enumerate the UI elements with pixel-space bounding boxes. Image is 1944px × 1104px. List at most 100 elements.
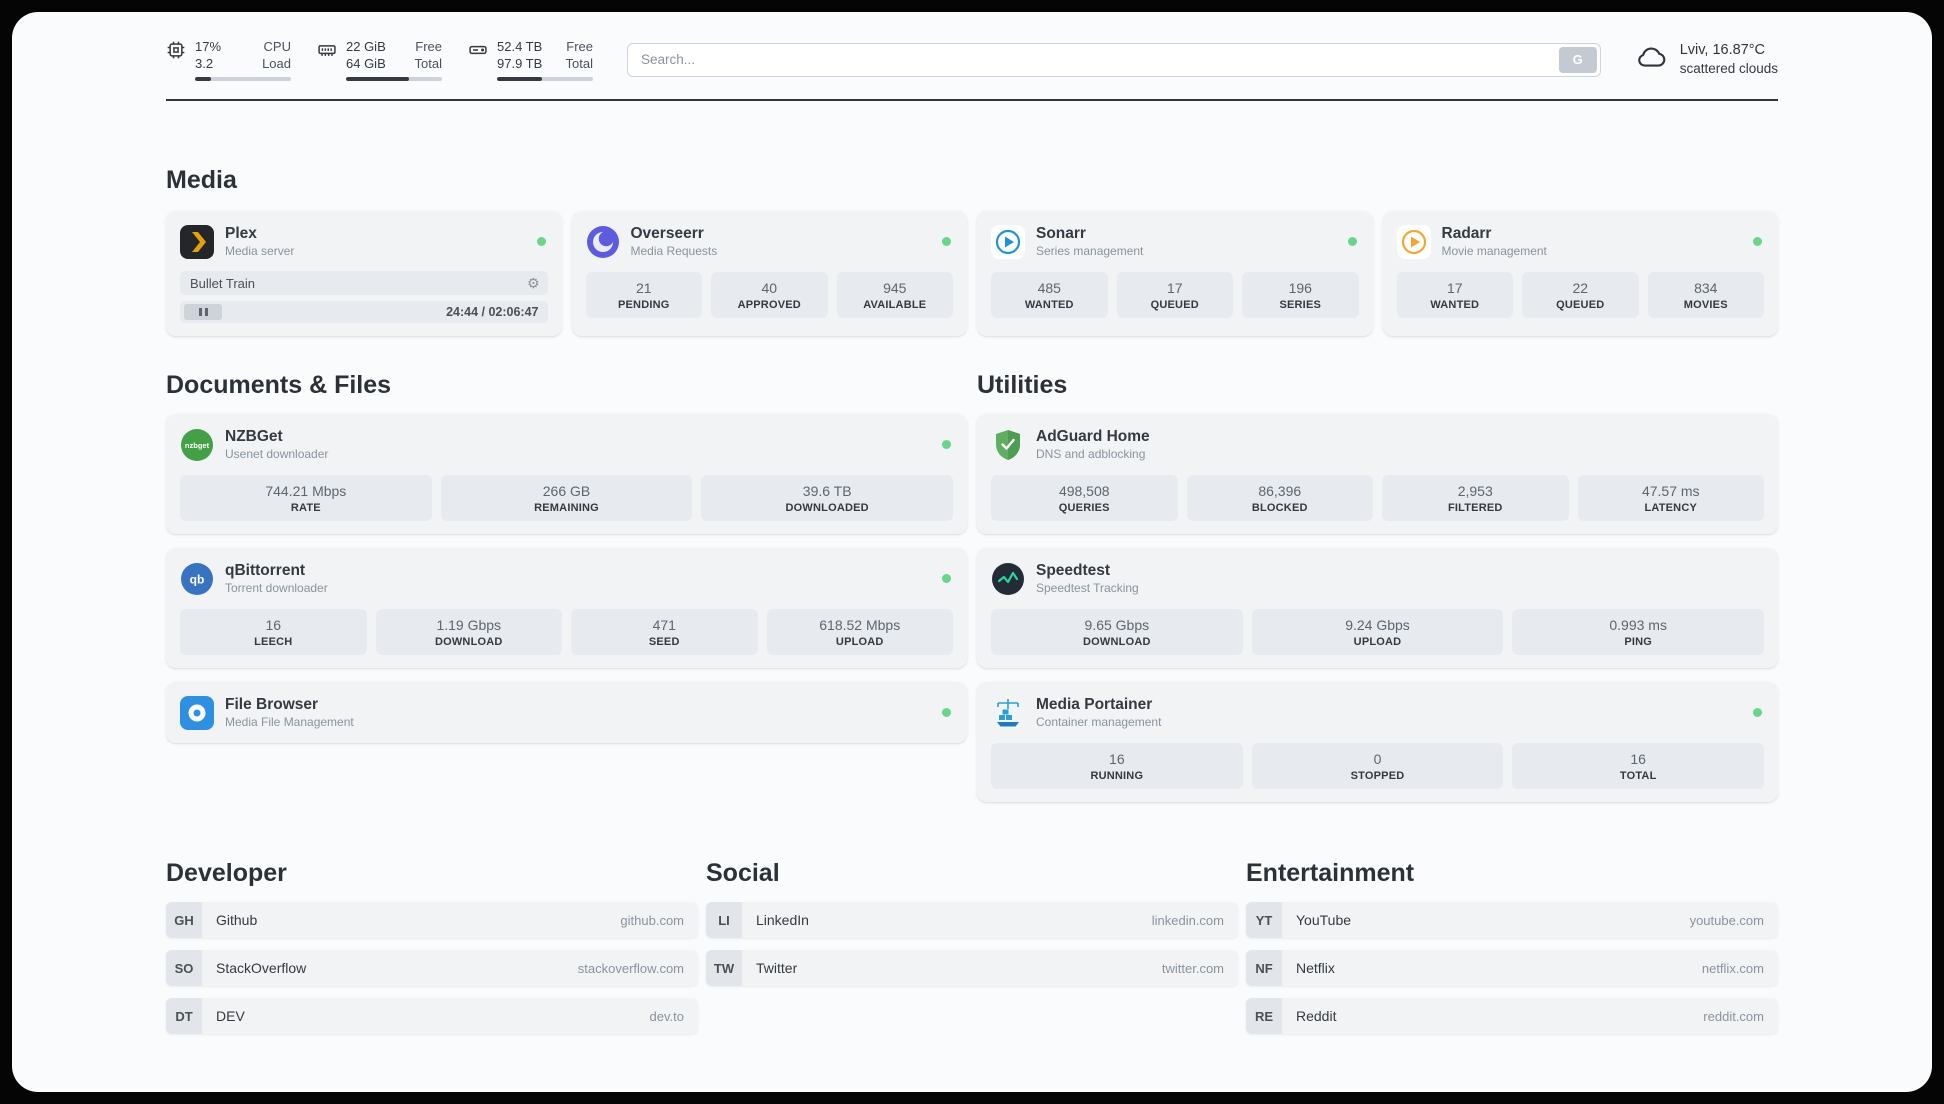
app-name: NZBGet — [225, 428, 283, 445]
plex-icon — [180, 224, 214, 259]
disk-label-top: Free — [566, 39, 593, 54]
ram-free-value: 22 GiB — [346, 39, 386, 54]
stat-download: 9.65 Gbps DOWNLOAD — [991, 609, 1243, 655]
app-card-adguard[interactable]: AdGuard Home DNS and adblocking 498,508 … — [977, 414, 1778, 534]
portainer-icon — [991, 696, 1025, 730]
bookmark-badge: TW — [706, 950, 742, 986]
bookmark-url: netflix.com — [1701, 960, 1764, 976]
stat-upload: 618.52 Mbps UPLOAD — [766, 609, 953, 655]
stat-remaining: 266 GB REMAINING — [440, 475, 693, 521]
bookmark-name: StackOverflow — [216, 960, 307, 976]
svg-text:nzbget: nzbget — [185, 441, 210, 450]
app-card-nzbget[interactable]: nzbget NZBGet Usenet downloader 744.21 M… — [166, 414, 967, 534]
stat-ping: 0.993 ms PING — [1512, 609, 1765, 655]
bookmark-name: DEV — [216, 1008, 245, 1024]
bookmark-badge: DT — [166, 998, 202, 1034]
app-name: Speedtest — [1036, 562, 1111, 579]
bookmark-youtube[interactable]: YT YouTube youtube.com — [1246, 902, 1778, 938]
sonarr-icon — [991, 224, 1025, 259]
bookmark-netflix[interactable]: NF Netflix netflix.com — [1246, 950, 1778, 986]
cloud-icon — [1635, 44, 1669, 75]
app-description: Container management — [1036, 715, 1162, 729]
app-card-overseerr[interactable]: Overseerr Media Requests 21 PENDING 40 A… — [571, 211, 967, 336]
app-card-filebrowser[interactable]: File Browser Media File Management — [166, 682, 967, 743]
system-widgets: 17% 3.2 CPU Load — [166, 38, 593, 81]
bookmark-url: stackoverflow.com — [577, 960, 684, 976]
app-card-portainer[interactable]: Media Portainer Container management 16 … — [977, 682, 1778, 802]
bookmark-twitter[interactable]: TW Twitter twitter.com — [706, 950, 1238, 986]
utilities-column: Utilities AdGuard Home DNS and adblockin… — [977, 370, 1778, 802]
bookmark-dev[interactable]: DT DEV dev.to — [166, 998, 698, 1034]
pause-button[interactable] — [184, 304, 222, 320]
entertainment-column: Entertainment YT YouTube youtube.com NF … — [1246, 858, 1778, 1034]
app-name: File Browser — [225, 696, 319, 713]
weather-location-temp: Lviv, 16.87°C — [1679, 42, 1766, 58]
overseerr-icon — [586, 225, 620, 259]
playback-control-bar: 24:44 / 02:06:47 — [180, 301, 548, 323]
app-name: Overseerr — [630, 225, 704, 242]
search-engine-button[interactable]: G — [1558, 46, 1597, 73]
app-card-sonarr[interactable]: Sonarr Series management 485 WANTED 17 Q… — [977, 211, 1373, 336]
app-description: Series management — [1036, 244, 1144, 258]
cpu-percent: 17% — [195, 39, 222, 54]
gear-icon[interactable]: ⚙ — [526, 274, 540, 291]
now-playing-bar: Bullet Train ⚙ — [180, 271, 548, 295]
disk-icon — [468, 40, 488, 81]
app-card-qbittorrent[interactable]: qb qBittorrent Torrent downloader 16 LEE… — [166, 548, 967, 668]
status-online-dot — [1347, 237, 1357, 246]
disk-widget: 52.4 TB 97.9 TB Free Total — [468, 38, 593, 81]
stat-pending: 21 PENDING — [585, 272, 702, 318]
app-name: Media Portainer — [1036, 696, 1153, 713]
adguard-icon — [991, 428, 1025, 462]
stat-queued: 22 QUEUED — [1522, 272, 1639, 318]
section-title-entertainment: Entertainment — [1246, 859, 1415, 887]
stat-seed: 471 SEED — [571, 609, 758, 655]
qbittorrent-icon: qb — [180, 562, 214, 596]
bookmark-name: Netflix — [1296, 960, 1335, 976]
stat-filtered: 2,953 FILTERED — [1382, 475, 1569, 521]
weather-widget: Lviv, 16.87°C scattered clouds — [1635, 41, 1778, 78]
bookmark-stackoverflow[interactable]: SO StackOverflow stackoverflow.com — [166, 950, 698, 986]
radarr-icon — [1396, 224, 1431, 259]
search-input[interactable] — [627, 42, 1601, 77]
bookmark-name: Twitter — [756, 960, 798, 976]
bookmark-url: reddit.com — [1703, 1008, 1764, 1024]
app-card-speedtest[interactable]: Speedtest Speedtest Tracking 9.65 Gbps D… — [977, 548, 1778, 668]
cpu-widget: 17% 3.2 CPU Load — [166, 38, 291, 81]
bookmark-url: github.com — [620, 912, 684, 928]
cpu-label-bottom: Load — [262, 56, 291, 71]
stat-stopped: 0 STOPPED — [1251, 743, 1504, 789]
ram-progress-track — [346, 77, 442, 81]
stat-total: 16 TOTAL — [1512, 743, 1765, 789]
stat-series: 196 SERIES — [1242, 272, 1359, 318]
section-title-documents: Documents & Files — [166, 371, 392, 399]
ram-label-top: Free — [415, 39, 442, 54]
social-column: Social LI LinkedIn linkedin.com TW Twitt… — [706, 858, 1238, 986]
speedtest-icon — [991, 562, 1025, 596]
disk-label-bottom: Total — [565, 56, 593, 71]
stat-movies: 834 MOVIES — [1647, 272, 1764, 318]
disk-total-value: 97.9 TB — [497, 56, 543, 71]
svg-text:qb: qb — [190, 572, 205, 586]
middle-columns: Documents & Files nzbget NZBGet Usenet d… — [166, 370, 1778, 802]
stat-queued: 17 QUEUED — [1116, 272, 1233, 318]
status-online-dot — [942, 708, 951, 717]
bookmark-name: LinkedIn — [756, 912, 809, 928]
bookmark-name: Github — [216, 912, 258, 928]
developer-column: Developer GH Github github.com SO StackO… — [166, 858, 698, 1034]
cpu-icon — [166, 40, 186, 81]
stat-approved: 40 APPROVED — [711, 272, 828, 318]
bookmark-reddit[interactable]: RE Reddit reddit.com — [1246, 998, 1778, 1034]
nzbget-icon: nzbget — [180, 428, 214, 462]
app-card-radarr[interactable]: Radarr Movie management 17 WANTED 22 QUE… — [1382, 211, 1778, 336]
bookmark-linkedin[interactable]: LI LinkedIn linkedin.com — [706, 902, 1238, 938]
app-description: Media File Management — [225, 715, 354, 729]
bookmark-badge: YT — [1246, 902, 1282, 938]
stat-available: 945 AVAILABLE — [836, 272, 953, 318]
app-card-plex[interactable]: Plex Media server Bullet Train ⚙ 24:44 /… — [166, 211, 562, 336]
bookmark-github[interactable]: GH Github github.com — [166, 902, 698, 938]
dashboard-panel: 17% 3.2 CPU Load — [12, 12, 1932, 1092]
status-online-dot — [942, 574, 951, 583]
cpu-progress-fill — [195, 77, 212, 81]
playback-time: 24:44 / 02:06:47 — [446, 305, 539, 319]
